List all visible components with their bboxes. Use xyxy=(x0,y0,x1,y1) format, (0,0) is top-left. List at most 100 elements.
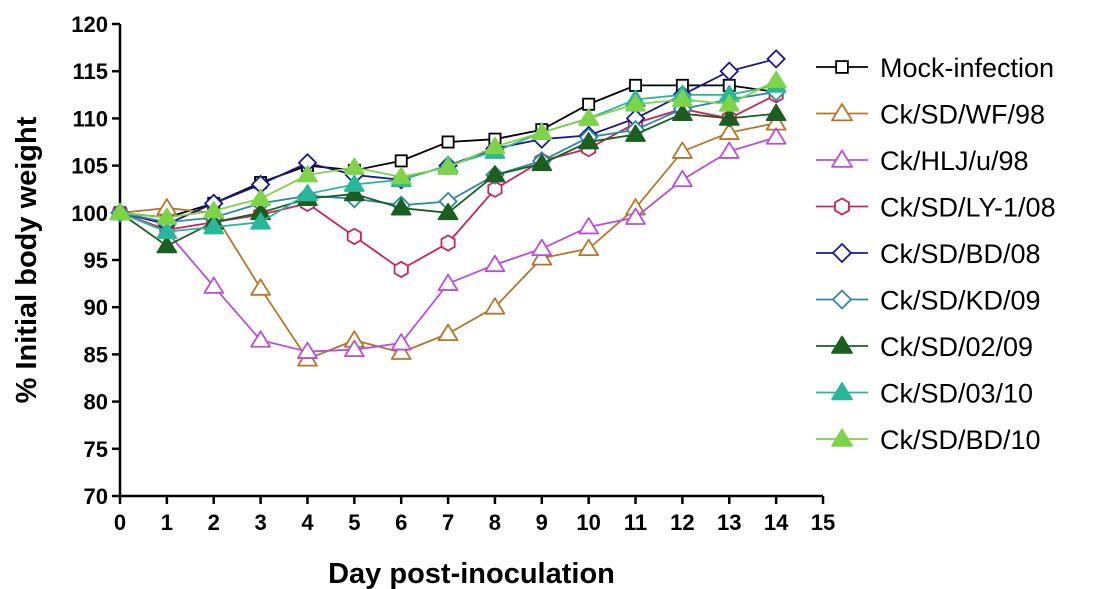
x-tick-label: 12 xyxy=(670,510,694,535)
data-point xyxy=(672,141,693,159)
data-point xyxy=(718,108,740,126)
x-tick-label: 10 xyxy=(576,510,600,535)
data-point xyxy=(203,276,225,294)
legend-item: Ck/SD/03/10 xyxy=(816,379,1033,409)
y-tick-label: 75 xyxy=(84,437,108,462)
legend-item: Ck/SD/KD/09 xyxy=(816,286,1041,316)
data-point xyxy=(672,169,693,188)
y-tick-label: 80 xyxy=(84,390,108,415)
legend-label: Ck/SD/KD/09 xyxy=(880,286,1041,316)
legend-label: Ck/HLJ/u/98 xyxy=(880,146,1029,176)
x-tick-label: 8 xyxy=(489,510,501,535)
x-tick-label: 2 xyxy=(208,510,220,535)
data-point xyxy=(437,323,459,342)
legend-item: Ck/HLJ/u/98 xyxy=(816,146,1029,176)
data-point xyxy=(629,78,643,92)
legend-marker xyxy=(831,382,853,401)
series-9 xyxy=(109,70,787,225)
x-tick-label: 4 xyxy=(301,510,314,535)
legend-marker xyxy=(831,335,853,354)
data-point xyxy=(156,221,178,240)
data-point xyxy=(484,165,506,183)
data-point xyxy=(531,238,553,257)
legend-label: Ck/SD/02/09 xyxy=(880,332,1033,362)
data-point xyxy=(765,103,787,122)
data-point xyxy=(437,202,459,221)
data-point xyxy=(578,217,600,235)
legend-label: Ck/SD/03/10 xyxy=(880,379,1033,409)
legend-label: Ck/SD/LY-1/08 xyxy=(880,193,1056,223)
data-point xyxy=(578,238,600,257)
data-point xyxy=(672,103,693,122)
legend-marker xyxy=(831,242,853,264)
data-point xyxy=(718,141,740,159)
data-point xyxy=(440,234,456,252)
legend-label: Ck/SD/WF/98 xyxy=(880,100,1045,130)
data-point xyxy=(719,61,740,82)
legend-marker xyxy=(831,428,853,447)
x-tick-label: 14 xyxy=(764,510,789,535)
data-point xyxy=(250,188,271,207)
data-point xyxy=(109,202,131,221)
y-tick-label: 120 xyxy=(71,12,108,37)
data-point xyxy=(390,333,412,351)
data-point xyxy=(625,207,646,225)
data-point xyxy=(531,122,553,140)
legend-item: Mock-infection xyxy=(816,53,1054,83)
data-point xyxy=(343,174,365,192)
data-point xyxy=(765,127,787,145)
x-tick-label: 9 xyxy=(536,510,548,535)
data-point xyxy=(484,254,506,273)
data-point xyxy=(343,339,365,358)
data-point xyxy=(250,212,271,230)
data-point xyxy=(156,235,178,254)
series-layer xyxy=(109,49,787,367)
y-tick-label: 70 xyxy=(84,484,108,509)
x-tick-label: 11 xyxy=(624,510,647,535)
data-point xyxy=(390,198,412,216)
x-tick-label: 3 xyxy=(254,510,266,535)
legend-item: Ck/SD/BD/08 xyxy=(816,239,1041,269)
data-point xyxy=(672,89,693,107)
data-point xyxy=(484,297,506,315)
y-tick-label: 85 xyxy=(84,342,108,367)
data-point xyxy=(437,157,459,175)
axes: 0 1 2 3 4 5 6 7 8 9 10 11 12 13 14 15707580859095100105… xyxy=(71,12,835,535)
x-tick-label: 15 xyxy=(811,510,835,535)
data-point xyxy=(487,180,503,198)
data-point xyxy=(297,341,318,359)
y-tick-label: 105 xyxy=(71,154,108,179)
data-point xyxy=(250,278,271,296)
legend-label: Ck/SD/BD/10 xyxy=(880,425,1041,455)
data-point xyxy=(625,124,646,142)
legend: Mock-infection Ck/SD/WF/98 Ck/HLJ/u/98 Ck/S… xyxy=(816,53,1056,455)
data-point xyxy=(484,136,506,155)
y-tick-label: 95 xyxy=(84,248,108,273)
data-point xyxy=(343,157,365,175)
data-point xyxy=(531,153,553,172)
x-tick-label: 7 xyxy=(442,510,454,535)
data-point xyxy=(582,97,596,111)
legend-item: Ck/SD/02/09 xyxy=(816,332,1033,362)
y-tick-label: 100 xyxy=(71,201,108,226)
data-point xyxy=(765,70,787,89)
legend-marker xyxy=(831,103,853,122)
legend-marker xyxy=(831,289,853,310)
data-point xyxy=(297,184,318,202)
x-axis-title: Day post-inoculation xyxy=(328,558,615,589)
data-point xyxy=(343,184,365,202)
legend-item: Ck/SD/WF/98 xyxy=(816,100,1045,130)
data-point xyxy=(156,207,178,225)
y-tick-label: 110 xyxy=(73,106,109,131)
legend-label: Ck/SD/BD/08 xyxy=(880,239,1041,269)
data-point xyxy=(390,167,412,185)
data-point xyxy=(625,94,646,112)
data-point xyxy=(718,122,740,140)
data-point xyxy=(390,342,412,360)
y-tick-label: 115 xyxy=(73,59,109,84)
data-point xyxy=(578,132,600,150)
legend-marker xyxy=(834,197,850,216)
data-point xyxy=(766,49,786,69)
x-tick-label: 0 xyxy=(114,510,126,535)
